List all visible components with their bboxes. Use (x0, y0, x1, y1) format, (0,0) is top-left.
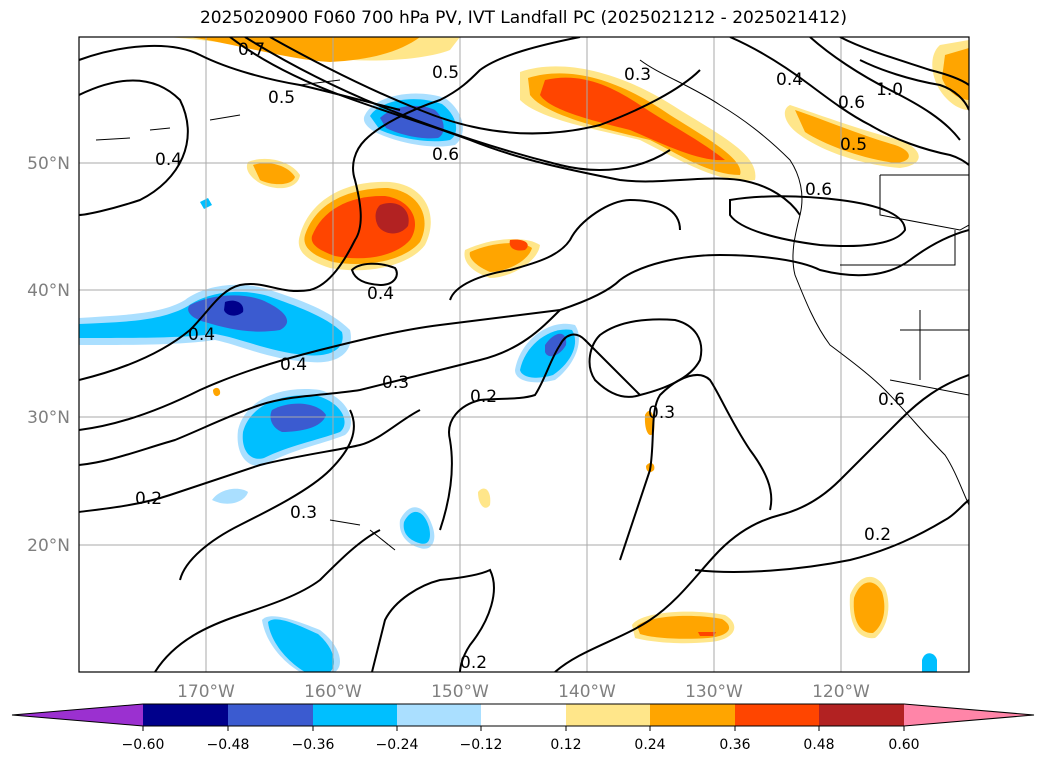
colorbar-tick-label: −0.36 (292, 737, 335, 753)
map-title: 2025020900 F060 700 hPa PV, IVT Landfall… (199, 8, 847, 28)
colorbar-segment (313, 704, 397, 726)
colorbar-segment (143, 704, 228, 726)
lat-label: 50°N (27, 154, 70, 174)
lat-label: 30°N (27, 408, 70, 428)
colorbar-segment (650, 704, 735, 726)
contour-label: 0.2 (135, 489, 162, 509)
contour-label: 0.3 (290, 503, 317, 523)
contour-label: 0.5 (268, 88, 295, 108)
contour-label: 0.4 (367, 284, 394, 304)
colorbar-segment (397, 704, 481, 726)
lon-label: 120°W (812, 682, 870, 702)
contour-label: 0.6 (838, 93, 865, 113)
colorbar-segment (566, 704, 650, 726)
coastlines (95, 59, 969, 551)
contour-label: 0.4 (155, 150, 182, 170)
contour-label: 0.5 (840, 135, 867, 155)
contour-label: 0.6 (805, 180, 832, 200)
contour-label: 0.2 (470, 387, 497, 407)
colorbar-segment (228, 704, 313, 726)
colorbar-tick-label: 0.24 (634, 737, 665, 753)
colorbar-segment (819, 704, 904, 726)
colorbar: −0.60 −0.48 −0.36 −0.24 −0.12 0.12 0.24 … (11, 703, 1035, 753)
colorbar-segment (481, 704, 566, 726)
contour-label: 0.2 (460, 653, 487, 673)
contour-label: 1.0 (876, 80, 903, 100)
lon-label: 130°W (685, 682, 743, 702)
lon-label: 150°W (431, 682, 489, 702)
contour-label: 0.6 (878, 390, 905, 410)
contour-label: 0.3 (382, 373, 409, 393)
colorbar-tick-label: 0.36 (719, 737, 750, 753)
contour-lines (79, 37, 969, 672)
contour-label-group: 0.5 0.5 0.3 0.4 1.0 0.6 0.6 0.5 0.4 0.4 … (135, 40, 905, 673)
lon-label: 170°W (177, 682, 235, 702)
colorbar-tick-label: 0.60 (888, 737, 919, 753)
contour-label: 0.4 (280, 355, 307, 375)
contour-label: 0.3 (624, 65, 651, 85)
lon-label: 160°W (304, 682, 362, 702)
contour-label: 0.2 (864, 525, 891, 545)
colorbar-extend-low (12, 704, 143, 726)
contour-label: 0.4 (776, 70, 803, 90)
colorbar-tick-label: −0.12 (460, 737, 503, 753)
colorbar-tick-label: 0.12 (550, 737, 581, 753)
contour-label: 0.4 (188, 325, 215, 345)
lon-label: 140°W (558, 682, 616, 702)
colorbar-tick-label: −0.48 (207, 737, 250, 753)
contour-label: 0.6 (432, 145, 459, 165)
longitude-labels: 170°W 160°W 150°W 140°W 130°W 120°W (177, 682, 870, 702)
map-border (78, 36, 970, 673)
contour-label: 0.5 (432, 63, 459, 83)
contour-label: 0.3 (648, 403, 675, 423)
colorbar-tick-label: 0.48 (803, 737, 834, 753)
colorbar-tick-label: −0.24 (376, 737, 419, 753)
colorbar-segment (735, 704, 819, 726)
latitude-labels: 50°N 40°N 30°N 20°N (27, 154, 70, 556)
lat-label: 20°N (27, 536, 70, 556)
contour-label: 0.7 (238, 40, 265, 60)
colorbar-tick-label: −0.60 (122, 737, 165, 753)
colorbar-extend-high (904, 704, 1034, 726)
lat-label: 40°N (27, 281, 70, 301)
